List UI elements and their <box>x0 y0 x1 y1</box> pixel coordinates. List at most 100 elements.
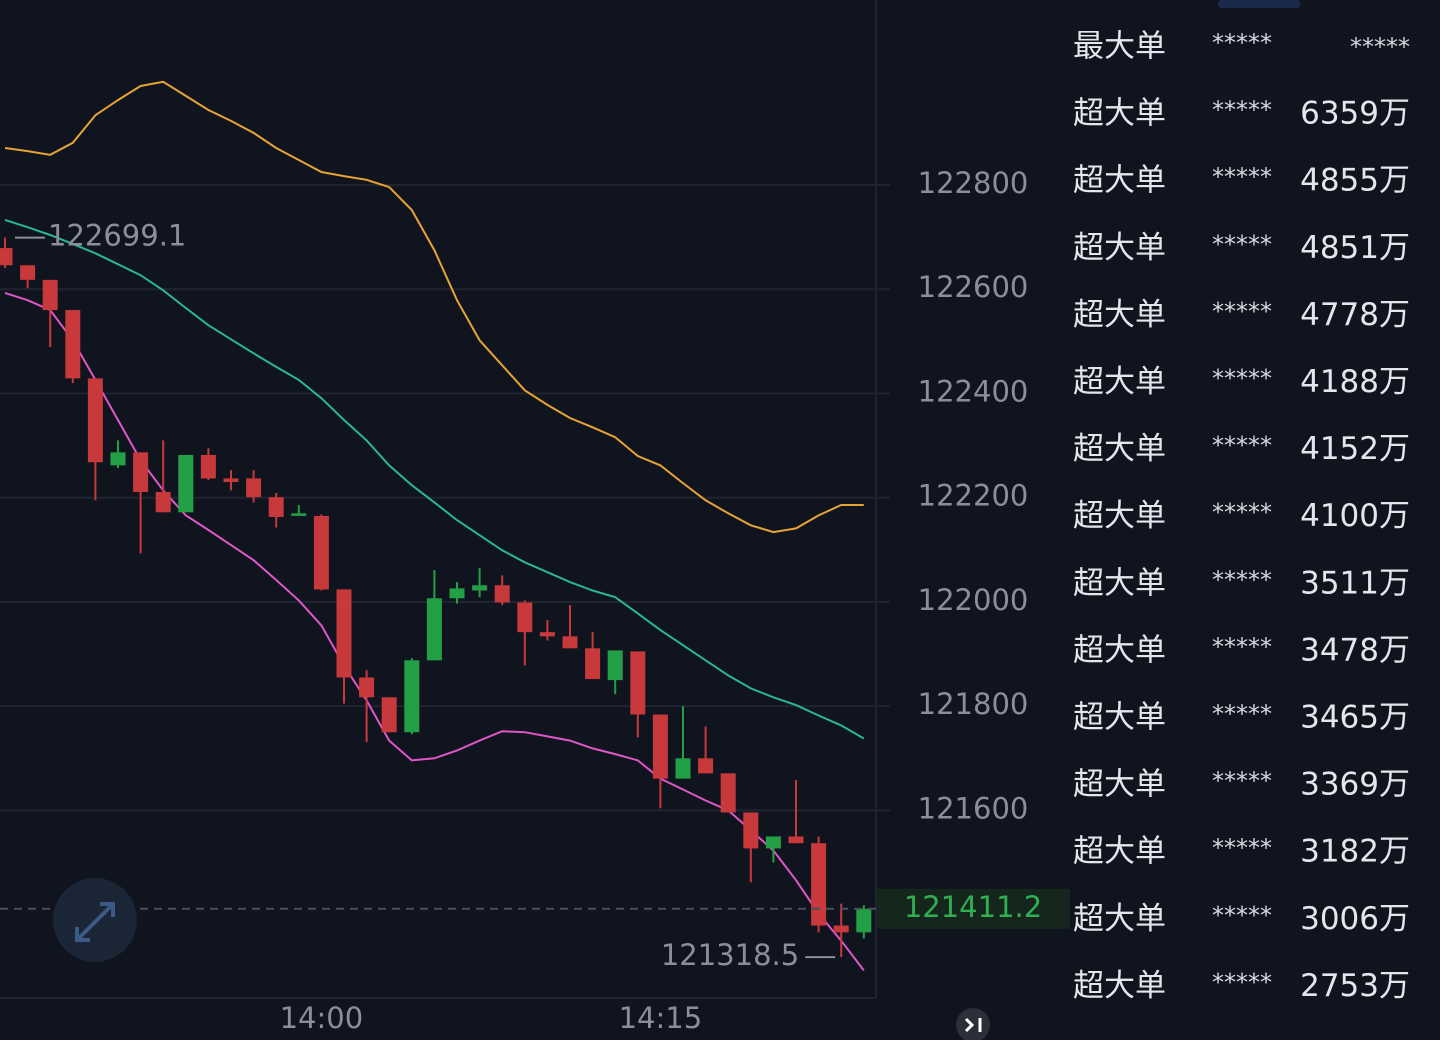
candle-body <box>178 454 194 513</box>
order-user: ***** <box>1212 96 1272 124</box>
candle-body <box>607 650 623 681</box>
candle-body <box>517 602 533 633</box>
candle-body <box>359 677 375 698</box>
order-type: 最大单 <box>1073 29 1166 65</box>
order-type: 超大单 <box>1073 632 1166 668</box>
order-amount: 3478万 <box>1300 632 1410 668</box>
order-amount: 3006万 <box>1300 901 1410 937</box>
order-amount: 4855万 <box>1300 163 1410 199</box>
order-user: ***** <box>1212 566 1272 594</box>
candle-body <box>155 491 171 513</box>
order-user: ***** <box>1212 499 1272 527</box>
candle-body <box>720 773 736 813</box>
y-tick-label: 122000 <box>918 583 1029 617</box>
y-tick-label: 122600 <box>918 270 1029 304</box>
order-user: ***** <box>1212 163 1272 191</box>
order-user: ***** <box>1212 29 1272 57</box>
candle-body <box>87 378 103 463</box>
candle-body <box>246 478 262 498</box>
candle-body <box>562 636 578 649</box>
order-type: 超大单 <box>1073 901 1166 937</box>
order-type: 超大单 <box>1073 364 1166 400</box>
scroll-latest-button[interactable] <box>956 1008 990 1040</box>
candle-body <box>585 648 601 680</box>
last-price-box <box>877 888 1070 929</box>
candle-body <box>336 589 352 678</box>
candle-body <box>313 515 329 590</box>
y-tick-label: 122200 <box>918 479 1029 513</box>
candle-body <box>133 452 149 492</box>
candle-body <box>223 478 239 483</box>
order-amount: 3465万 <box>1300 700 1410 736</box>
candle-body <box>743 812 759 849</box>
candle-body <box>42 279 58 311</box>
candle-body <box>404 660 420 733</box>
last-price-label: 121411.2 <box>904 890 1042 924</box>
candle-body <box>20 265 36 280</box>
order-user: ***** <box>1212 432 1272 460</box>
candle-body <box>811 843 827 926</box>
order-type: 超大单 <box>1073 834 1166 870</box>
candle-body <box>65 310 81 379</box>
candle-body <box>856 908 872 933</box>
order-user: ***** <box>1212 901 1272 929</box>
order-amount: 4188万 <box>1300 364 1410 400</box>
order-type: 超大单 <box>1073 297 1166 333</box>
expand-icon <box>75 902 115 942</box>
candle-body <box>0 248 13 266</box>
x-tick-label: 14:15 <box>619 1001 703 1035</box>
order-user: ***** <box>1212 365 1272 393</box>
order-type: 超大单 <box>1073 565 1166 601</box>
candle-body <box>426 598 442 661</box>
order-type: 超大单 <box>1073 431 1166 467</box>
indicator-line <box>4 218 865 740</box>
order-amount: 3369万 <box>1300 767 1410 803</box>
candle-body <box>539 632 555 637</box>
order-amount: 3182万 <box>1300 834 1410 870</box>
candle-body <box>630 651 646 715</box>
candle-body <box>472 585 488 591</box>
order-type: 超大单 <box>1073 498 1166 534</box>
order-user: ***** <box>1212 767 1272 795</box>
order-amount: 6359万 <box>1300 96 1410 132</box>
candle-body <box>268 497 284 517</box>
candle-body <box>110 452 126 466</box>
order-amount: 4152万 <box>1300 431 1410 467</box>
order-user: ***** <box>1212 700 1272 728</box>
order-amount: 4100万 <box>1300 498 1410 534</box>
order-user: ***** <box>1212 633 1272 661</box>
candle-body <box>200 454 216 479</box>
candle-body <box>765 836 781 849</box>
x-tick-label: 14:00 <box>280 1001 364 1035</box>
tab-indicator <box>1218 0 1300 8</box>
candle-body <box>698 758 714 774</box>
order-type: 超大单 <box>1073 163 1166 199</box>
max-price-label: 122699.1 <box>48 219 186 253</box>
candle-body <box>652 714 668 779</box>
min-price-label: 121318.5 <box>661 938 799 972</box>
order-user: ***** <box>1212 230 1272 258</box>
indicator-line <box>4 291 865 972</box>
order-amount: 4851万 <box>1300 230 1410 266</box>
candle-body <box>833 925 849 933</box>
candle-body <box>494 585 510 603</box>
order-amount: 3511万 <box>1300 565 1410 601</box>
expand-button[interactable] <box>53 878 137 962</box>
order-amount: 2753万 <box>1300 968 1410 1004</box>
y-tick-label: 121600 <box>918 791 1029 825</box>
candle-body <box>449 588 465 599</box>
order-user: ***** <box>1212 968 1272 996</box>
order-type: 超大单 <box>1073 767 1166 803</box>
chart: 121600 121800 122000 122200 122400 122600 1228… <box>0 80 1070 1035</box>
candle-body <box>381 697 397 733</box>
y-tick-label: 121800 <box>918 687 1029 721</box>
indicator-line <box>4 80 864 534</box>
y-tick-label: 122400 <box>918 374 1029 408</box>
y-tick-label: 122800 <box>918 166 1029 200</box>
order-user: ***** <box>1212 834 1272 862</box>
candle-body <box>675 758 691 779</box>
